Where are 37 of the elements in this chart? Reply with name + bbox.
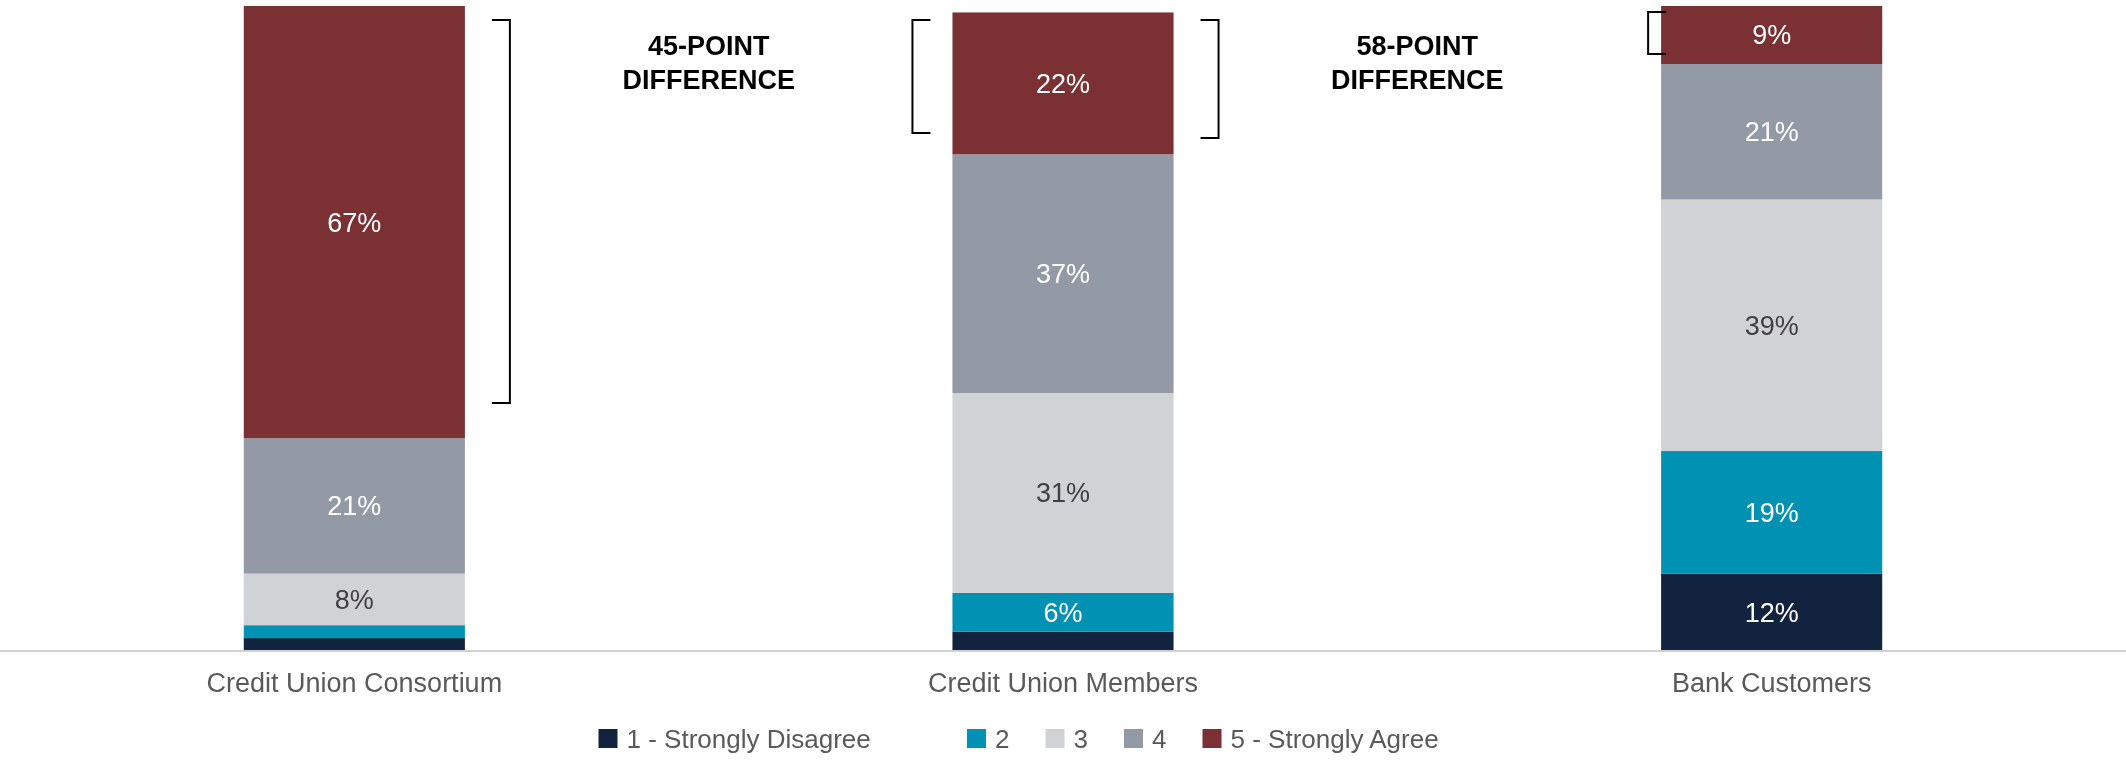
data-label: 19% — [1744, 497, 1799, 528]
legend-label: 1 - Strongly Disagree — [626, 724, 871, 754]
bar — [1661, 199, 1883, 452]
legend-label: 4 — [1152, 724, 1167, 754]
data-label: 21% — [327, 491, 382, 522]
bar — [952, 12, 1174, 155]
bar — [1661, 6, 1883, 65]
bar — [952, 393, 1174, 593]
bar — [1661, 451, 1883, 574]
data-label: 67% — [327, 207, 382, 238]
data-label: 37% — [1035, 259, 1091, 290]
bar — [243, 6, 465, 439]
x-tick-label: Bank Customers — [1671, 668, 1872, 698]
bar — [952, 592, 1174, 632]
bar — [243, 625, 465, 639]
data-label: 21% — [1744, 117, 1799, 148]
legend-label: 5 - Strongly Agree — [1230, 724, 1439, 754]
bar — [243, 638, 465, 651]
data-label: 22% — [1035, 68, 1091, 99]
bar — [1661, 64, 1883, 200]
bar — [952, 631, 1174, 651]
data-label: 31% — [1035, 478, 1091, 509]
data-label: 12% — [1744, 597, 1799, 628]
legend-label: 2 — [995, 724, 1010, 754]
annotation: 45-POINT DIFFERENCE — [622, 31, 795, 95]
data-label: 39% — [1744, 310, 1799, 341]
bar — [1661, 573, 1883, 651]
legend-label: 3 — [1073, 724, 1088, 754]
data-label: 6% — [1043, 597, 1083, 628]
data-label: 9% — [1752, 20, 1792, 51]
data-label: 8% — [334, 584, 374, 615]
annotation: 58-POINT DIFFERENCE — [1331, 31, 1504, 95]
bar — [952, 154, 1174, 393]
bar — [243, 573, 465, 626]
bar — [243, 438, 465, 574]
x-tick-label: Credit Union Consortium — [206, 668, 503, 698]
x-tick-label: Credit Union Members — [927, 668, 1199, 698]
